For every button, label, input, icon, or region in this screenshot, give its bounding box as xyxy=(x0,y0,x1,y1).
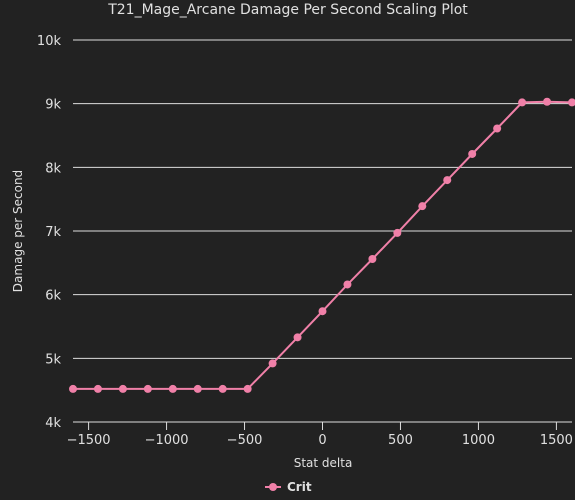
x-tick-label: −1500 xyxy=(67,433,111,448)
data-point[interactable] xyxy=(493,124,502,133)
x-tick-label: 500 xyxy=(388,433,413,448)
x-axis-ticks: −1500 −1000 −500 0 500 1000 1500 xyxy=(67,422,573,448)
data-point[interactable] xyxy=(218,384,227,393)
data-point[interactable] xyxy=(268,359,277,368)
data-point[interactable] xyxy=(568,98,575,107)
x-tick-label: −1000 xyxy=(145,433,189,448)
y-tick-label: 4k xyxy=(45,416,61,431)
chart-title: T21_Mage_Arcane Damage Per Second Scalin… xyxy=(107,2,468,18)
y-tick-label: 8k xyxy=(45,161,61,176)
grid xyxy=(73,39,572,423)
data-point[interactable] xyxy=(443,176,452,185)
data-point[interactable] xyxy=(168,384,177,393)
x-tick-label: 0 xyxy=(318,433,326,448)
data-point[interactable] xyxy=(243,384,252,393)
data-point[interactable] xyxy=(318,307,327,316)
data-point[interactable] xyxy=(418,202,427,211)
data-point[interactable] xyxy=(118,384,127,393)
data-point[interactable] xyxy=(69,384,77,393)
x-tick-label: −500 xyxy=(227,433,263,448)
y-tick-label: 10k xyxy=(37,34,62,49)
y-axis-ticks: 4k 5k 6k 7k 8k 9k 10k xyxy=(37,34,62,431)
y-tick-label: 5k xyxy=(45,352,61,367)
legend[interactable]: Crit xyxy=(265,480,312,494)
x-tick-label: 1500 xyxy=(540,433,573,448)
legend-marker-icon xyxy=(269,483,277,491)
y-tick-label: 7k xyxy=(45,225,61,240)
series-layer xyxy=(69,97,575,393)
data-point[interactable] xyxy=(518,98,527,107)
x-tick-label: 1000 xyxy=(462,433,495,448)
legend-label: Crit xyxy=(287,480,312,494)
data-point[interactable] xyxy=(343,280,352,289)
y-tick-label: 6k xyxy=(45,289,61,304)
data-point[interactable] xyxy=(468,149,477,158)
data-point[interactable] xyxy=(143,384,152,393)
x-axis-title: Stat delta xyxy=(294,456,353,470)
data-point[interactable] xyxy=(393,228,402,237)
y-axis-title: Damage per Second xyxy=(11,170,25,292)
data-point[interactable] xyxy=(193,384,202,393)
data-point[interactable] xyxy=(543,97,552,106)
data-point[interactable] xyxy=(368,255,377,264)
data-point[interactable] xyxy=(293,333,302,342)
y-tick-label: 9k xyxy=(45,98,61,113)
data-point[interactable] xyxy=(93,384,102,393)
